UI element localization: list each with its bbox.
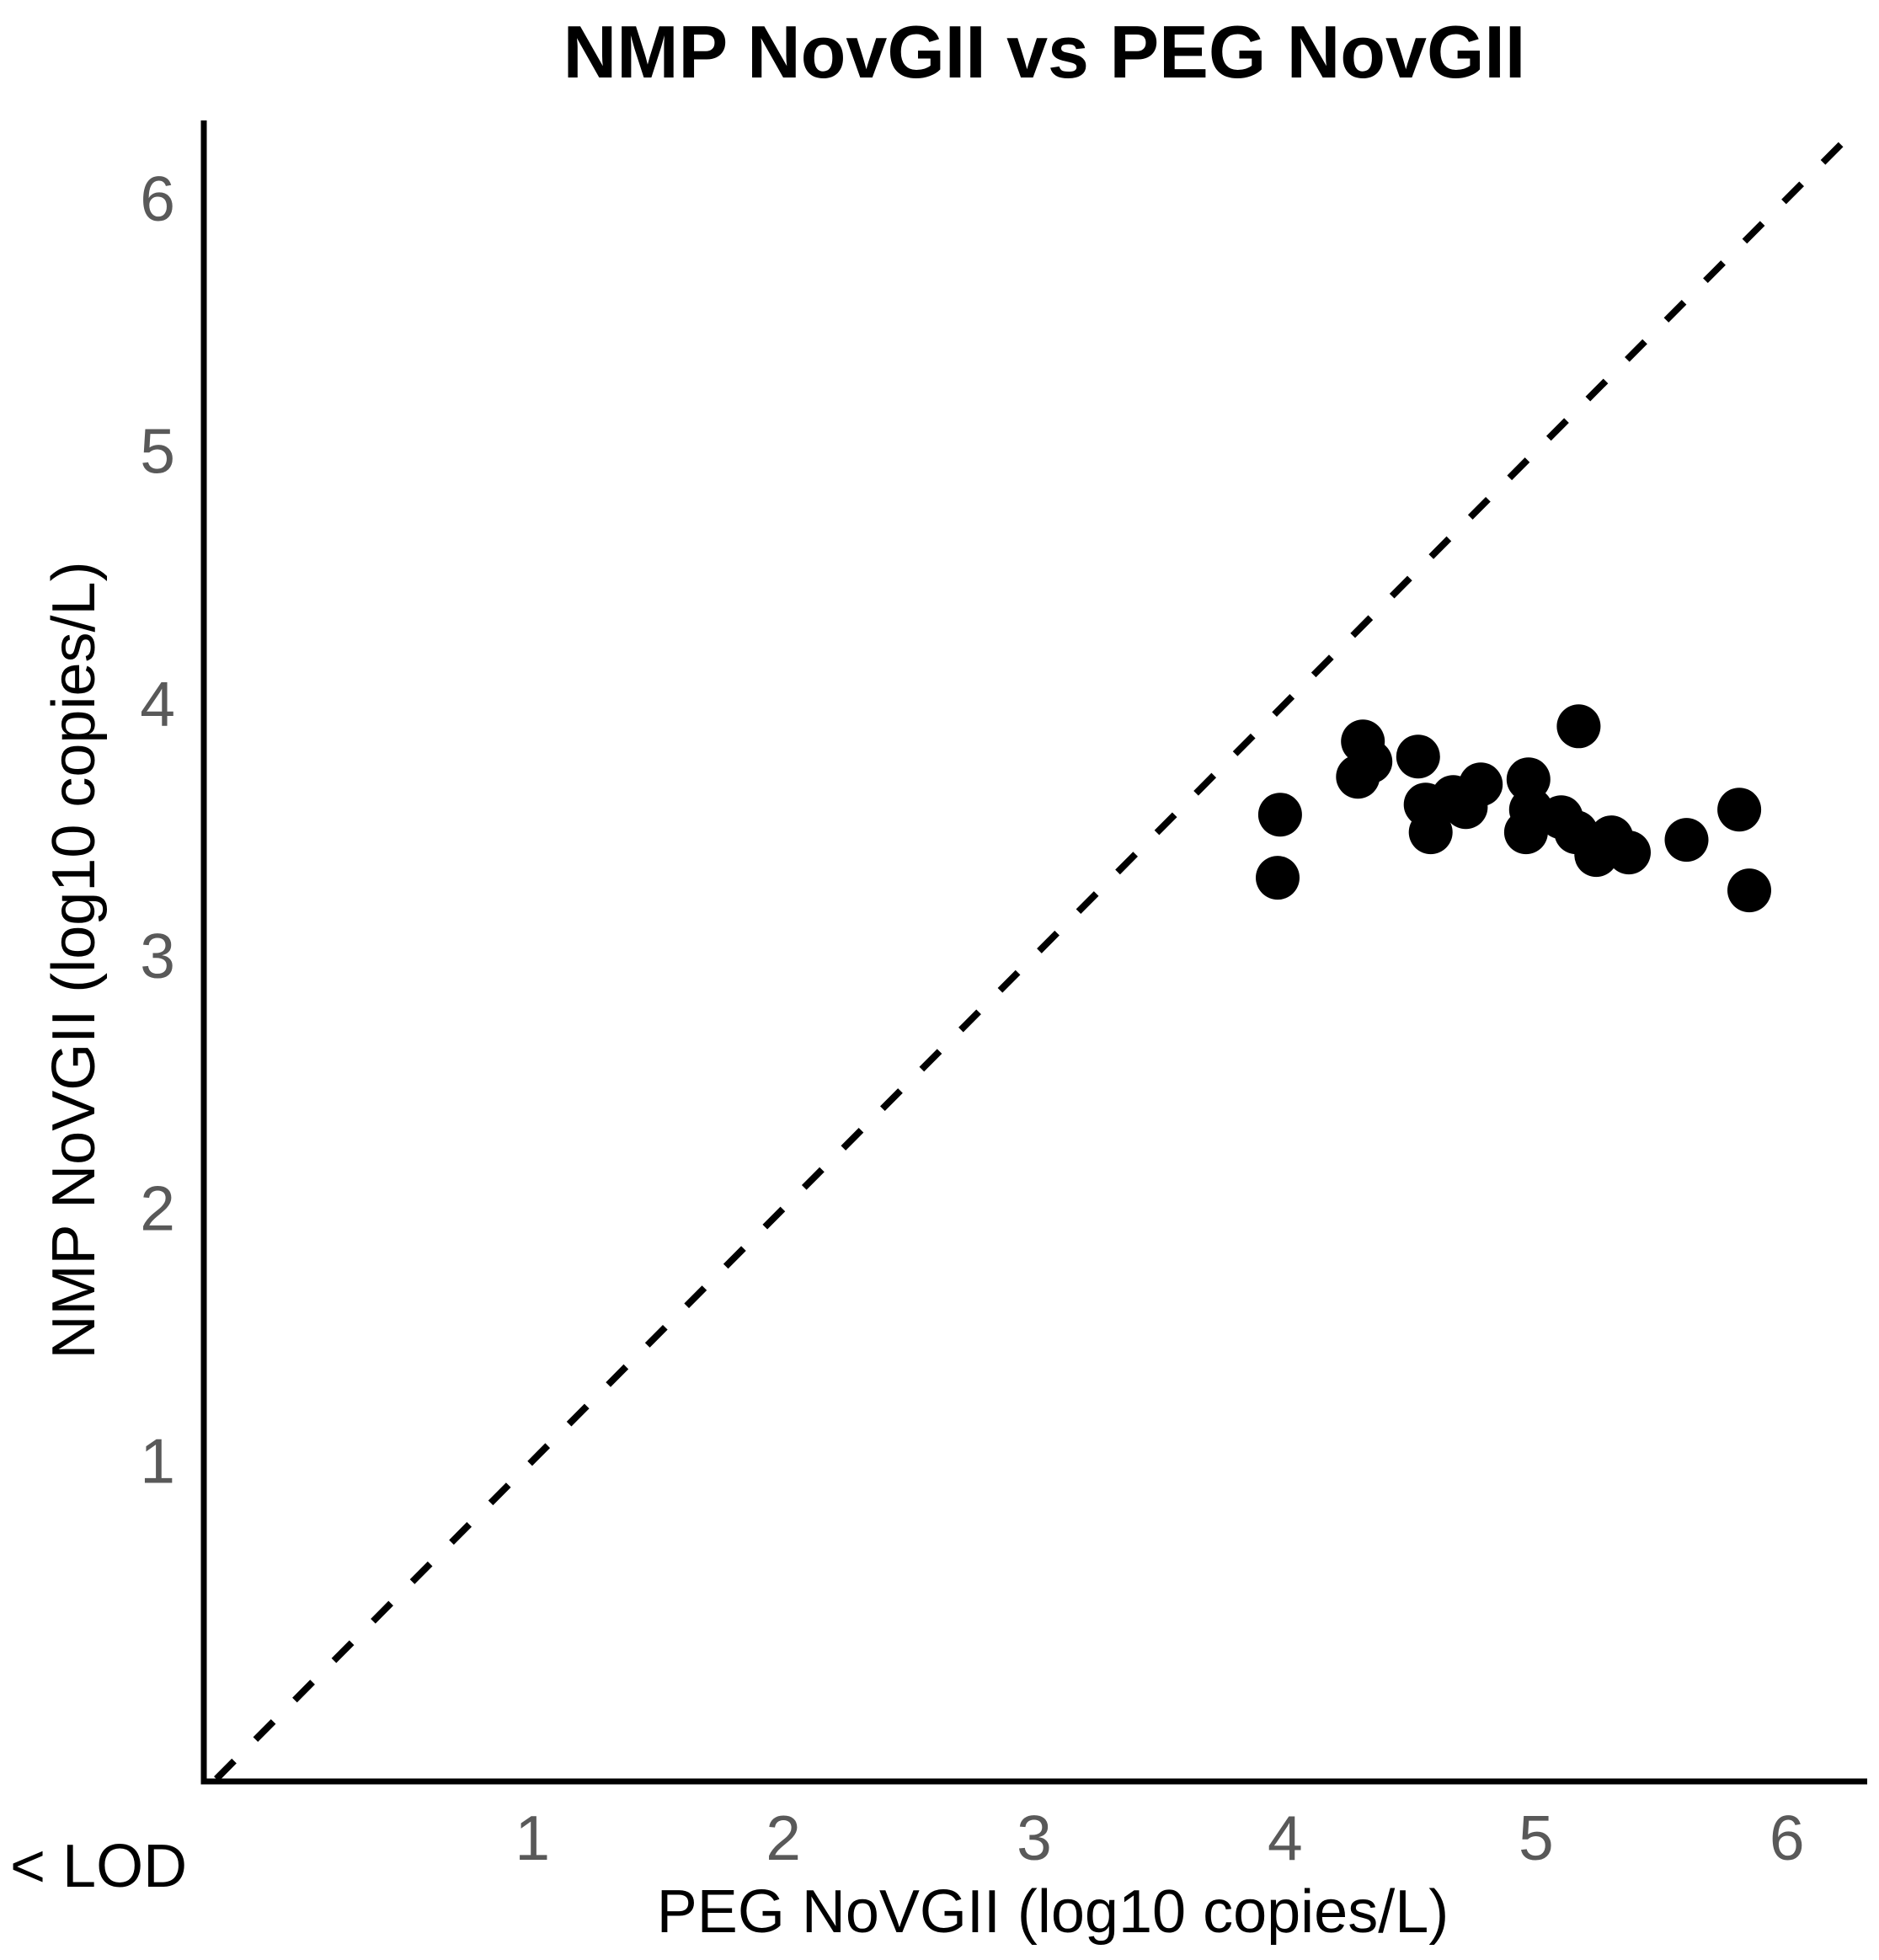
y-tick-label: 3 [140, 921, 175, 991]
data-point [1257, 793, 1302, 837]
y-tick-label: 4 [140, 668, 175, 739]
x-tick-label: 5 [1519, 1802, 1554, 1873]
lod-label: < LOD [10, 1833, 187, 1900]
data-points [1256, 704, 1771, 913]
data-point [1336, 755, 1380, 799]
x-tick-label: 2 [766, 1802, 801, 1873]
data-point [1396, 734, 1440, 779]
data-point [1727, 868, 1771, 913]
data-point [1408, 810, 1453, 855]
x-tick-label: 1 [515, 1802, 550, 1873]
data-point [1607, 830, 1651, 875]
x-tick-label: 4 [1268, 1802, 1303, 1873]
data-point [1503, 810, 1548, 855]
y-tick-label: 1 [140, 1425, 175, 1496]
x-tick-labels: 1 2 3 4 5 6 [515, 1802, 1804, 1873]
chart-title: NMP NovGII vs PEG NovGII [563, 10, 1526, 93]
y-tick-label: 6 [140, 163, 175, 234]
y-tick-label: 2 [140, 1173, 175, 1244]
y-tick-label: 5 [140, 416, 175, 487]
x-tick-label: 3 [1017, 1802, 1052, 1873]
x-tick-label: 6 [1770, 1802, 1805, 1873]
x-axis-label: PEG NoVGII (log10 copies/L) [657, 1878, 1449, 1946]
data-point [1459, 762, 1503, 807]
data-point [1256, 856, 1300, 900]
y-axis-label: NMP NoVGII (log10 copies/L) [40, 561, 108, 1359]
y-tick-labels: 1 2 3 4 5 6 [140, 163, 175, 1497]
data-point [1664, 818, 1709, 863]
data-point [1717, 788, 1762, 832]
data-point [1556, 704, 1601, 749]
